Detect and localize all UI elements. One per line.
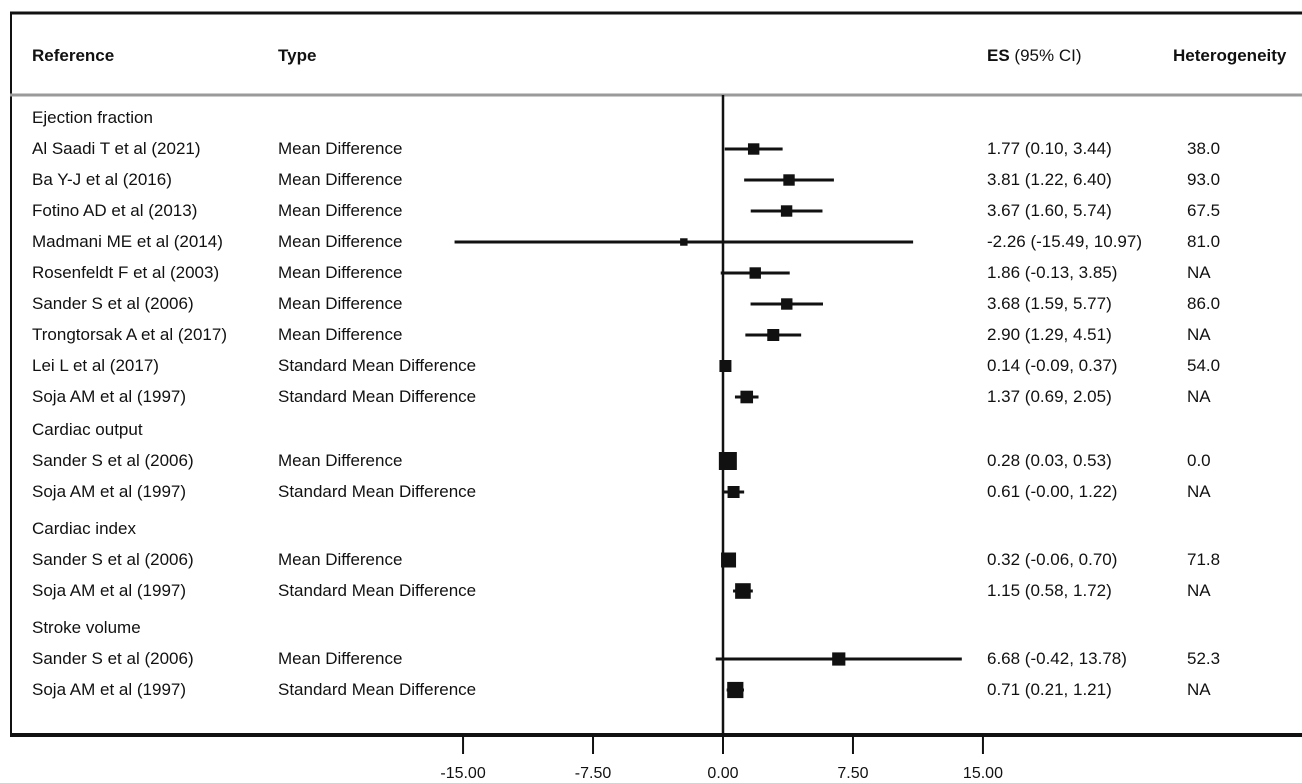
row-reference: Fotino AD et al (2013) (32, 201, 198, 220)
row-reference: Trongtorsak A et al (2017) (32, 325, 227, 344)
group-title: Stroke volume (32, 618, 141, 637)
row-type: Standard Mean Difference (278, 482, 477, 501)
row-es: 1.37 (0.69, 2.05) (987, 387, 1112, 406)
header-es-bold: ES (987, 46, 1010, 65)
row-type: Mean Difference (278, 550, 403, 569)
row-heterogeneity: NA (1187, 482, 1211, 501)
header-es: ES (95% CI) (987, 46, 1081, 66)
effect-marker (680, 238, 688, 246)
row-es: 0.28 (0.03, 0.53) (987, 451, 1112, 470)
x-tick-label: -7.50 (575, 765, 612, 782)
header-reference: Reference (32, 46, 115, 65)
row-type: Mean Difference (278, 294, 403, 313)
row-heterogeneity: NA (1187, 263, 1211, 282)
row-heterogeneity: 93.0 (1187, 170, 1221, 189)
header-type: Type (278, 46, 317, 65)
row-reference: Sander S et al (2006) (32, 550, 194, 569)
row-heterogeneity: 38.0 (1187, 139, 1221, 158)
row-heterogeneity: 71.8 (1187, 550, 1221, 569)
group-title: Cardiac index (32, 519, 136, 538)
row-es: 0.14 (-0.09, 0.37) (987, 356, 1118, 375)
x-tick-label: 15.00 (963, 765, 1003, 782)
row-reference: Madmani ME et al (2014) (32, 232, 223, 251)
row-type: Standard Mean Difference (278, 680, 477, 699)
row-type: Mean Difference (278, 325, 403, 344)
effect-marker (721, 552, 737, 568)
effect-marker (727, 681, 744, 699)
x-tick-label: -15.00 (440, 765, 485, 782)
effect-marker (832, 652, 846, 666)
row-type: Standard Mean Difference (278, 356, 477, 375)
row-heterogeneity: 86.0 (1187, 294, 1221, 313)
row-es: 0.32 (-0.06, 0.70) (987, 550, 1118, 569)
row-es: 3.81 (1.22, 6.40) (987, 170, 1112, 189)
row-heterogeneity: 0.0 (1187, 451, 1211, 470)
effect-marker (783, 174, 795, 186)
effect-marker (735, 583, 751, 599)
row-type: Mean Difference (278, 201, 403, 220)
row-reference: Lei L et al (2017) (32, 356, 159, 375)
header-heterogeneity: Heterogeneity (1173, 46, 1287, 65)
effect-marker (780, 205, 793, 217)
row-heterogeneity: 54.0 (1187, 356, 1221, 375)
row-type: Standard Mean Difference (278, 581, 477, 600)
row-es: 0.71 (0.21, 1.21) (987, 680, 1112, 699)
row-reference: Soja AM et al (1997) (32, 581, 187, 600)
row-heterogeneity: 52.3 (1187, 649, 1221, 668)
row-es: 3.67 (1.60, 5.74) (987, 201, 1112, 220)
effect-marker (718, 452, 737, 470)
row-reference: Sander S et al (2006) (32, 294, 194, 313)
row-es: 2.90 (1.29, 4.51) (987, 325, 1112, 344)
effect-marker (719, 360, 732, 372)
group-title: Cardiac output (32, 420, 143, 439)
effect-marker (749, 267, 761, 279)
row-es: -2.26 (-15.49, 10.97) (987, 232, 1142, 251)
row-heterogeneity: 67.5 (1187, 201, 1221, 220)
effect-marker (781, 298, 793, 310)
row-es: 3.68 (1.59, 5.77) (987, 294, 1112, 313)
effect-marker (767, 329, 780, 341)
x-tick-label: 0.00 (707, 765, 738, 782)
header-es-ci: (95% CI) (1009, 46, 1082, 65)
row-type: Mean Difference (278, 649, 403, 668)
row-type: Mean Difference (278, 139, 403, 158)
effect-marker (740, 390, 754, 404)
row-es: 1.86 (-0.13, 3.85) (987, 263, 1118, 282)
row-type: Mean Difference (278, 170, 403, 189)
row-heterogeneity: 81.0 (1187, 232, 1221, 251)
row-heterogeneity: NA (1187, 387, 1211, 406)
row-es: 6.68 (-0.42, 13.78) (987, 649, 1127, 668)
row-reference: Rosenfeldt F et al (2003) (32, 263, 220, 282)
effect-marker (747, 143, 760, 155)
row-type: Mean Difference (278, 451, 403, 470)
row-reference: Soja AM et al (1997) (32, 680, 187, 699)
row-type: Mean Difference (278, 232, 403, 251)
row-reference: Sander S et al (2006) (32, 649, 194, 668)
row-reference: Al Saadi T et al (2021) (32, 139, 201, 158)
group-title: Ejection fraction (32, 108, 153, 127)
x-tick-label: 7.50 (837, 765, 868, 782)
row-reference: Sander S et al (2006) (32, 451, 194, 470)
effect-marker (727, 486, 740, 498)
row-type: Standard Mean Difference (278, 387, 477, 406)
row-reference: Soja AM et al (1997) (32, 482, 187, 501)
row-es: 1.15 (0.58, 1.72) (987, 581, 1112, 600)
row-es: 0.61 (-0.00, 1.22) (987, 482, 1118, 501)
row-reference: Soja AM et al (1997) (32, 387, 187, 406)
row-es: 1.77 (0.10, 3.44) (987, 139, 1112, 158)
row-heterogeneity: NA (1187, 680, 1211, 699)
row-type: Mean Difference (278, 263, 403, 282)
row-heterogeneity: NA (1187, 325, 1211, 344)
row-reference: Ba Y-J et al (2016) (32, 170, 172, 189)
row-heterogeneity: NA (1187, 581, 1211, 600)
